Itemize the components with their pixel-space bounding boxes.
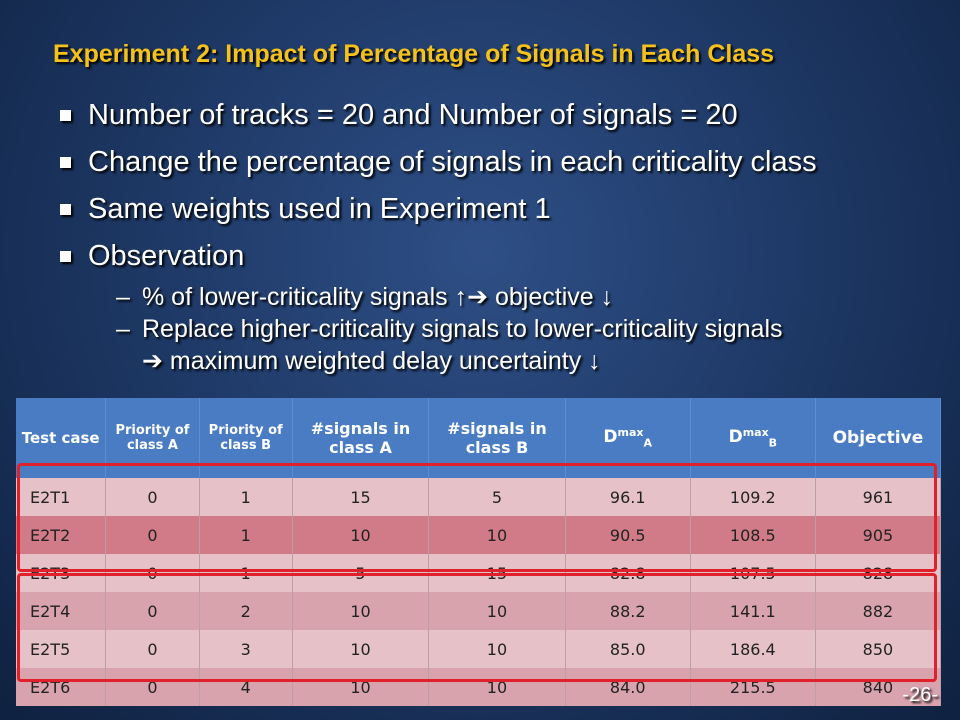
highlight-box-group-1 bbox=[17, 463, 937, 572]
cell-objective: 961 bbox=[815, 478, 942, 516]
bullet-text: Same weights used in Experiment 1 bbox=[88, 193, 551, 225]
bullet-square-icon bbox=[60, 251, 71, 262]
cell-signals-a: 10 bbox=[292, 516, 430, 554]
cell-objective: 905 bbox=[815, 516, 942, 554]
bullet-text: Number of tracks = 20 and Number of sign… bbox=[88, 99, 738, 131]
sub-bullet-continuation: ➔ maximum weighted delay uncertainty ↓ bbox=[58, 345, 938, 377]
bullet-item: Number of tracks = 20 and Number of sign… bbox=[58, 92, 938, 139]
table-row: E2T6 0 4 10 10 84.0 215.5 840 bbox=[16, 668, 942, 706]
cell-priority-b: 4 bbox=[199, 668, 293, 706]
cell-priority-b: 3 bbox=[199, 630, 293, 668]
cell-objective: 850 bbox=[815, 630, 942, 668]
cell-priority-a: 0 bbox=[105, 516, 200, 554]
cell-signals-a: 10 bbox=[292, 592, 430, 630]
cell-priority-b: 1 bbox=[199, 478, 293, 516]
sub-bullet-text: ➔ maximum weighted delay uncertainty ↓ bbox=[142, 347, 601, 375]
bullet-item: Change the percentage of signals in each… bbox=[58, 139, 938, 186]
sub-bullet: –% of lower-criticality signals ↑➔ objec… bbox=[58, 281, 938, 313]
cell-signals-a: 10 bbox=[292, 630, 430, 668]
cell-dmax-b: 186.4 bbox=[690, 630, 816, 668]
bullet-square-icon bbox=[60, 204, 71, 215]
dash-marker: – bbox=[116, 283, 130, 311]
cell-dmax-b: 109.2 bbox=[690, 478, 816, 516]
cell-signals-b: 10 bbox=[428, 516, 566, 554]
cell-test-case: E2T1 bbox=[16, 478, 107, 516]
cell-priority-a: 0 bbox=[105, 630, 200, 668]
bullet-text: Change the percentage of signals in each… bbox=[88, 146, 817, 178]
sub-bullet-text: Replace higher-criticality signals to lo… bbox=[142, 315, 783, 343]
bullet-text: Observation bbox=[88, 240, 245, 272]
bullet-square-icon bbox=[60, 110, 71, 121]
page-number: -26- bbox=[902, 684, 938, 706]
cell-dmax-b: 108.5 bbox=[690, 516, 816, 554]
cell-signals-b: 5 bbox=[428, 478, 566, 516]
cell-dmax-b: 141.1 bbox=[690, 592, 816, 630]
cell-dmax-a: 85.0 bbox=[565, 630, 691, 668]
cell-dmax-b: 215.5 bbox=[690, 668, 816, 706]
bullet-item: Observation bbox=[58, 233, 938, 280]
cell-signals-b: 10 bbox=[428, 592, 566, 630]
cell-test-case: E2T2 bbox=[16, 516, 107, 554]
cell-signals-b: 10 bbox=[428, 668, 566, 706]
table-row: E2T1 0 1 15 5 96.1 109.2 961 bbox=[16, 478, 942, 516]
cell-signals-a: 10 bbox=[292, 668, 430, 706]
table-row: E2T5 0 3 10 10 85.0 186.4 850 bbox=[16, 630, 942, 668]
cell-priority-a: 0 bbox=[105, 668, 200, 706]
cell-dmax-a: 90.5 bbox=[565, 516, 691, 554]
cell-dmax-a: 88.2 bbox=[565, 592, 691, 630]
cell-priority-a: 0 bbox=[105, 478, 200, 516]
cell-test-case: E2T5 bbox=[16, 630, 107, 668]
sub-bullet-text: % of lower-criticality signals ↑➔ object… bbox=[142, 283, 614, 311]
cell-test-case: E2T4 bbox=[16, 592, 107, 630]
dash-marker: – bbox=[116, 315, 130, 343]
header-objective: Objective bbox=[815, 398, 942, 478]
slide-title: Experiment 2: Impact of Percentage of Si… bbox=[53, 40, 775, 68]
cell-signals-a: 15 bbox=[292, 478, 430, 516]
cell-priority-b: 1 bbox=[199, 516, 293, 554]
table-row: E2T4 0 2 10 10 88.2 141.1 882 bbox=[16, 592, 942, 630]
table-row: E2T2 0 1 10 10 90.5 108.5 905 bbox=[16, 516, 942, 554]
cell-signals-b: 10 bbox=[428, 630, 566, 668]
highlight-box-group-2 bbox=[17, 573, 937, 682]
cell-dmax-a: 84.0 bbox=[565, 668, 691, 706]
sub-bullet: – Replace higher-criticality signals to l… bbox=[58, 313, 938, 345]
bullet-list: Number of tracks = 20 and Number of sign… bbox=[58, 92, 938, 377]
cell-test-case: E2T6 bbox=[16, 668, 107, 706]
bullet-item: Same weights used in Experiment 1 bbox=[58, 186, 938, 233]
cell-priority-b: 2 bbox=[199, 592, 293, 630]
cell-objective: 840 bbox=[815, 668, 942, 706]
cell-dmax-a: 96.1 bbox=[565, 478, 691, 516]
bullet-square-icon bbox=[60, 157, 71, 168]
cell-objective: 882 bbox=[815, 592, 942, 630]
cell-priority-a: 0 bbox=[105, 592, 200, 630]
